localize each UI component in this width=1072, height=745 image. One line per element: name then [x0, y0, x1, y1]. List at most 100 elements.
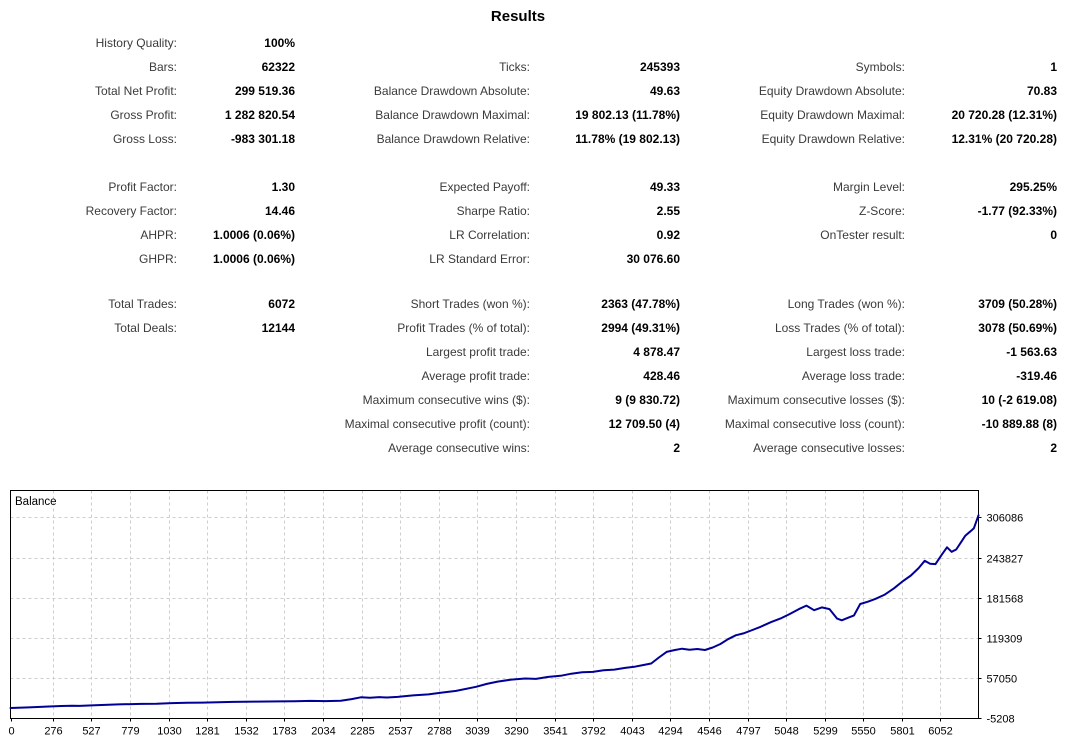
stat-label — [680, 31, 905, 55]
stat-label: Loss Trades (% of total): — [774, 321, 905, 335]
stats-row: Total Trades: 6072 Short Trades (won %):… — [0, 292, 1057, 316]
stat-value: 20 720.28 (12.31%) — [951, 108, 1057, 122]
stat-value: 6072 — [268, 297, 295, 311]
tick-label: 5299 — [813, 726, 837, 738]
stat-value — [530, 31, 680, 55]
stat-label: Short Trades (won %): — [410, 297, 530, 311]
stat-value: 100% — [264, 36, 295, 50]
stat-label: Profit Trades (% of total): — [397, 321, 530, 335]
stat-value: 11.78% (19 802.13) — [575, 132, 680, 146]
tick-label: 5550 — [851, 726, 875, 738]
stat-value: 1.30 — [271, 180, 295, 194]
stat-value — [177, 436, 295, 460]
stats-row: Gross Profit: 1 282 820.54 Balance Drawd… — [0, 103, 1057, 127]
tick-label: 6052 — [928, 726, 952, 738]
stat-value: 1 — [1050, 60, 1057, 74]
tick-label: 276 — [44, 726, 62, 738]
stat-label: Equity Drawdown Maximal: — [760, 108, 905, 122]
balance-line — [9, 514, 980, 709]
stat-value: 295.25% — [1009, 180, 1057, 194]
stat-label: Ticks: — [499, 60, 530, 74]
stat-label: LR Standard Error: — [429, 252, 530, 266]
tick-label: 1532 — [234, 726, 258, 738]
stat-label: Gross Profit: — [110, 108, 177, 122]
stat-label: Expected Payoff: — [439, 180, 530, 194]
stat-value: 2994 (49.31%) — [601, 321, 680, 335]
stat-value: -983 301.18 — [230, 132, 295, 146]
stat-value: 62322 — [261, 60, 295, 74]
tick-label: 5801 — [890, 726, 914, 738]
tick-label: 2788 — [427, 726, 451, 738]
stat-value: 3078 (50.69%) — [978, 321, 1057, 335]
stat-label: Total Net Profit: — [94, 84, 177, 98]
stat-label: Average profit trade: — [421, 369, 530, 383]
stat-value: 2 — [1050, 441, 1057, 455]
stat-value: -1.77 (92.33%) — [977, 204, 1057, 218]
stat-value — [905, 31, 1057, 55]
tick-label: 3039 — [465, 726, 489, 738]
stat-label — [295, 31, 530, 55]
stat-label: Average consecutive losses: — [753, 441, 905, 455]
balance-chart: Balance 0 276 527 779 1030 1281 1532 1783 2034 22… — [0, 488, 1072, 745]
stats-row: Average consecutive wins: 2 Average cons… — [0, 436, 1057, 460]
stat-label: Margin Level: — [832, 180, 905, 194]
tick-label: 119309 — [987, 634, 1023, 646]
tick-label: 2285 — [350, 726, 374, 738]
stat-label: GHPR: — [138, 252, 177, 266]
tick-label: -5208 — [987, 714, 1015, 726]
stat-label: Gross Loss: — [112, 132, 177, 146]
stat-value — [177, 340, 295, 364]
balance-chart-svg: 0 276 527 779 1030 1281 1532 1783 2034 2285 2537 27… — [8, 490, 1024, 738]
tick-label: 2537 — [388, 726, 412, 738]
stat-value: 2 — [673, 441, 680, 455]
stats-table: History Quality: 100% Bars: 62322 Ticks:… — [0, 31, 1057, 460]
stats-row: Largest profit trade: 4 878.47 Largest l… — [0, 340, 1057, 364]
stat-label — [0, 388, 177, 412]
stat-label: Sharpe Ratio: — [456, 204, 530, 218]
stats-row: AHPR: 1.0006 (0.06%) LR Correlation: 0.9… — [0, 223, 1057, 247]
stat-label: Maximum consecutive wins ($): — [362, 393, 530, 407]
tick-label: 306086 — [987, 513, 1024, 525]
stat-value: -1 563.63 — [1006, 345, 1057, 359]
stat-label — [680, 247, 905, 271]
stat-value: 0.92 — [656, 228, 680, 242]
stat-label: LR Correlation: — [449, 228, 530, 242]
tick-label: 1783 — [272, 726, 296, 738]
stat-value — [177, 364, 295, 388]
stat-value: 1.0006 (0.06%) — [212, 228, 295, 242]
stat-label: Average loss trade: — [801, 369, 905, 383]
stat-value: 9 (9 830.72) — [615, 393, 680, 407]
stat-value: 1.0006 (0.06%) — [212, 252, 295, 266]
stat-value: 4 878.47 — [633, 345, 680, 359]
stat-label: OnTester result: — [820, 228, 905, 242]
stat-label: Maximum consecutive losses ($): — [727, 393, 905, 407]
stat-label: Profit Factor: — [108, 180, 177, 194]
stat-value: 12144 — [261, 321, 295, 335]
chart-series-label: Balance — [15, 496, 57, 508]
stat-value: 10 (-2 619.08) — [981, 393, 1057, 407]
stat-label: Balance Drawdown Maximal: — [375, 108, 530, 122]
stat-label — [0, 340, 177, 364]
stat-label: History Quality: — [95, 36, 177, 50]
stats-row: GHPR: 1.0006 (0.06%) LR Standard Error: … — [0, 247, 1057, 271]
stats-row: Maximum consecutive wins ($): 9 (9 830.7… — [0, 388, 1057, 412]
stat-value — [905, 247, 1057, 271]
stats-row: Bars: 62322 Ticks: 245393 Symbols: 1 — [0, 55, 1057, 79]
stat-value: 0 — [1050, 228, 1057, 242]
tick-label: 0 — [8, 726, 14, 738]
stat-value: 3709 (50.28%) — [978, 297, 1057, 311]
stat-label: Symbols: — [855, 60, 905, 74]
stats-row: Profit Factor: 1.30 Expected Payoff: 49.… — [0, 175, 1057, 199]
stat-label — [0, 364, 177, 388]
stat-label: Total Deals: — [114, 321, 177, 335]
stat-value: 2.55 — [656, 204, 680, 218]
stat-value — [177, 388, 295, 412]
stat-value: 49.33 — [649, 180, 680, 194]
stat-label: Total Trades: — [108, 297, 177, 311]
stat-label: AHPR: — [140, 228, 177, 242]
stat-label: Z-Score: — [858, 204, 905, 218]
stat-value: 12 709.50 (4) — [608, 417, 680, 431]
tick-label: 1281 — [195, 726, 219, 738]
stat-value: 19 802.13 (11.78%) — [575, 108, 680, 122]
